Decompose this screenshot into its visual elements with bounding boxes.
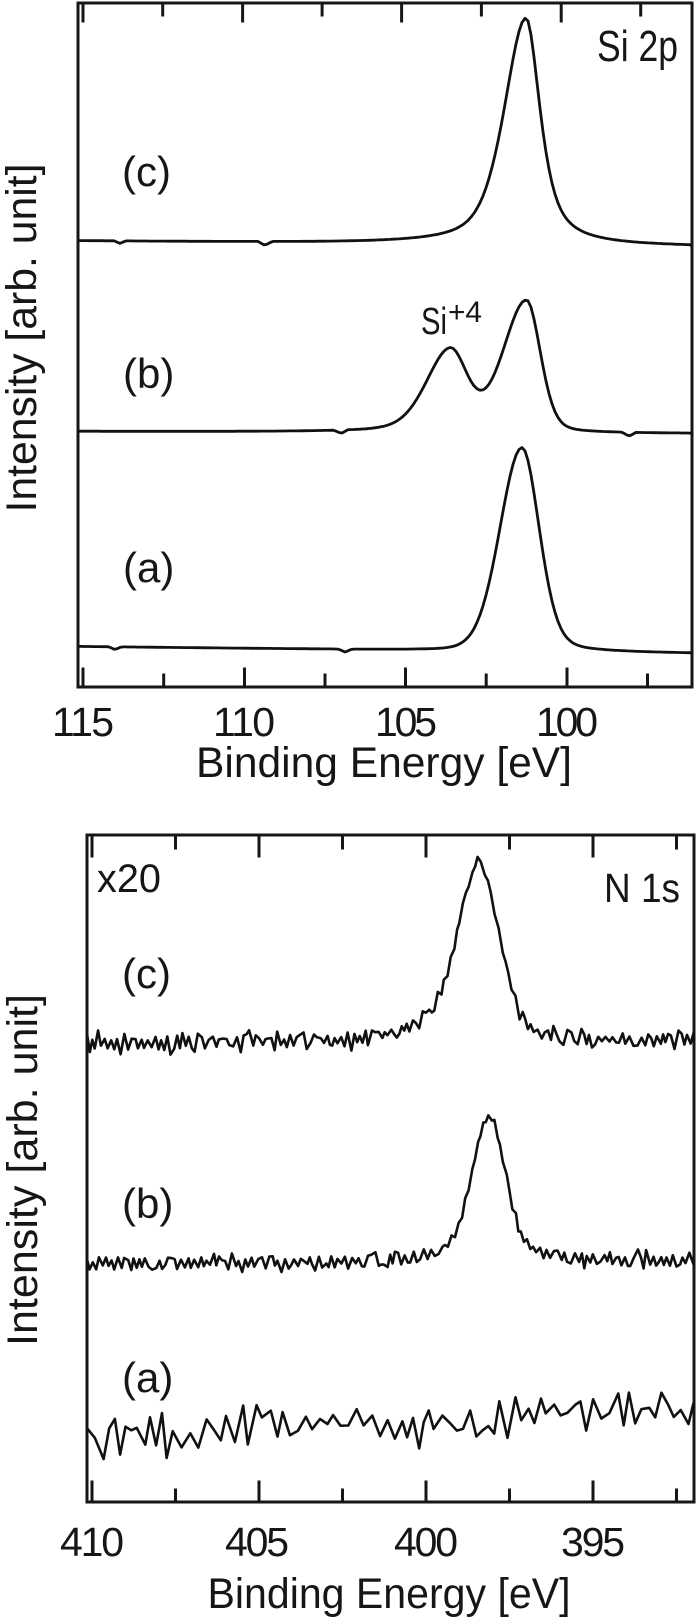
svg-text:(a): (a) xyxy=(123,544,174,591)
svg-text:Binding Energy [eV]: Binding Energy [eV] xyxy=(208,1570,571,1618)
svg-text:Intensity [arb. unit]: Intensity [arb. unit] xyxy=(0,164,46,513)
svg-text:(c): (c) xyxy=(122,148,171,195)
svg-text:105: 105 xyxy=(375,699,437,745)
svg-text:100: 100 xyxy=(536,699,598,745)
svg-text:(b): (b) xyxy=(122,1180,173,1227)
svg-text:x20: x20 xyxy=(97,857,161,901)
svg-text:Si: Si xyxy=(421,301,447,343)
svg-text:N 1s: N 1s xyxy=(604,865,680,911)
svg-text:(b): (b) xyxy=(123,350,174,397)
svg-text:115: 115 xyxy=(52,699,114,745)
svg-text:Intensity [arb. unit]: Intensity [arb. unit] xyxy=(0,994,47,1346)
svg-text:Binding Energy [eV]: Binding Energy [eV] xyxy=(196,739,572,787)
svg-text:410: 410 xyxy=(60,1519,124,1565)
svg-text:+4: +4 xyxy=(448,296,482,329)
svg-text:Si 2p: Si 2p xyxy=(597,22,678,71)
svg-text:395: 395 xyxy=(561,1519,625,1565)
svg-text:110: 110 xyxy=(213,699,275,745)
svg-text:(c): (c) xyxy=(122,950,171,997)
svg-text:405: 405 xyxy=(225,1519,289,1565)
svg-text:400: 400 xyxy=(394,1519,458,1565)
svg-text:(a): (a) xyxy=(122,1354,173,1401)
